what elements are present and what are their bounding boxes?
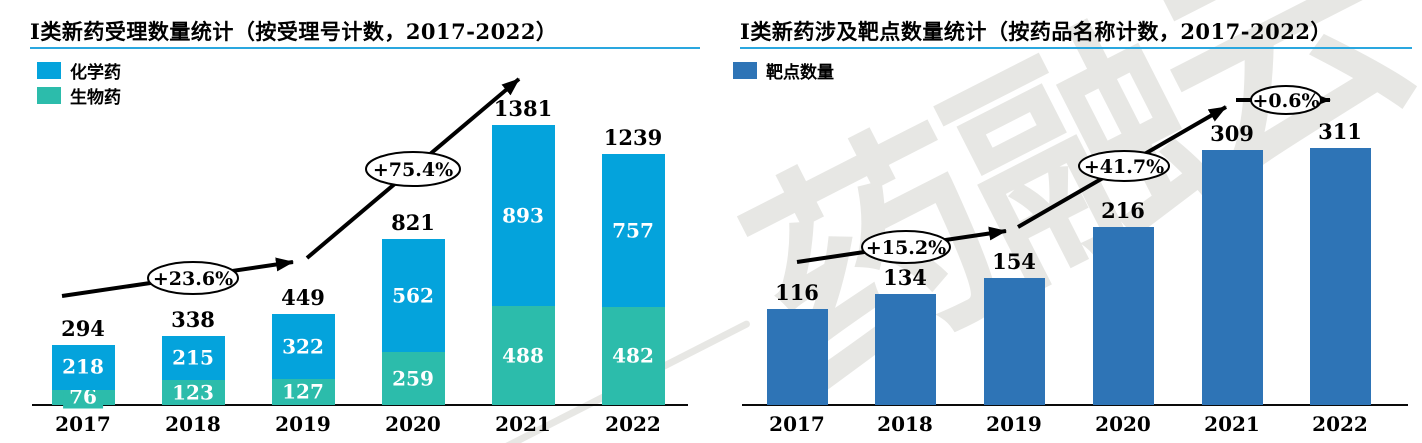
bar-total-label: 134 <box>883 265 927 291</box>
legend-label-chemical-drug: 化学药 <box>70 63 121 83</box>
bar-total-label: 338 <box>171 307 215 333</box>
x-tick-label: 2018 <box>165 412 221 436</box>
growth-arrow <box>61 257 294 298</box>
x-tick-label: 2019 <box>275 412 331 436</box>
growth-rate-label: +41.7% <box>1084 156 1164 178</box>
x-tick-label: 2017 <box>769 412 825 436</box>
bar-segment <box>1092 226 1154 405</box>
legend-item-biological-drug: 生物药 <box>37 83 121 108</box>
growth-rate-label: +15.2% <box>866 237 946 259</box>
legend-swatch-biological-drug <box>37 87 61 104</box>
growth-rate-badge <box>1078 150 1170 182</box>
bar-total-label: 1381 <box>493 96 553 121</box>
x-tick-label: 2021 <box>1204 412 1260 436</box>
x-tick-label: 2019 <box>986 412 1042 436</box>
x-tick-label: 2020 <box>385 412 441 436</box>
bar-segment <box>1309 148 1371 405</box>
x-tick-label: 2021 <box>495 412 551 436</box>
segment-value-label: 322 <box>276 335 330 359</box>
x-tick-label: 2022 <box>605 412 661 436</box>
growth-rate-badge <box>365 151 461 187</box>
right-x-axis <box>742 404 1408 406</box>
growth-rate-label: +23.6% <box>153 268 233 290</box>
growth-rate-badge <box>147 261 239 295</box>
legend-label-target-count: 靶点数量 <box>766 63 834 83</box>
segment-value-label: 127 <box>276 380 330 404</box>
bar-total-label: 294 <box>61 316 105 342</box>
x-tick-label: 2017 <box>55 412 111 436</box>
bar-total-label: 449 <box>281 284 325 310</box>
bar-segment <box>766 309 828 405</box>
left-x-axis <box>32 404 688 406</box>
x-tick-label: 2020 <box>1095 412 1151 436</box>
bar-segment <box>874 294 936 405</box>
segment-value-label: 76 <box>63 385 103 409</box>
growth-rate-label: +0.6% <box>1252 90 1319 112</box>
right-chart-title: I类新药涉及靶点数量统计（按药品名称计数，2017-2022） <box>740 19 1332 44</box>
growth-rate-label: +75.4% <box>373 159 453 181</box>
growth-arrow <box>796 226 1007 264</box>
segment-value-label: 488 <box>496 344 550 368</box>
legend-label-biological-drug: 生物药 <box>70 88 121 108</box>
x-tick-label: 2018 <box>877 412 933 436</box>
watermark-stroke <box>418 319 752 443</box>
segment-value-label: 215 <box>166 346 220 370</box>
bar-total-label: 311 <box>1318 119 1362 145</box>
segment-value-label: 757 <box>606 219 660 243</box>
segment-value-label: 562 <box>386 284 440 307</box>
bar-total-label: 309 <box>1210 121 1254 146</box>
bar-segment <box>983 277 1045 405</box>
x-tick-label: 2022 <box>1312 412 1368 436</box>
right-title-underline <box>740 47 1412 49</box>
legend-item-target-count: 靶点数量 <box>733 58 834 83</box>
left-chart-title: I类新药受理数量统计（按受理号计数，2017-2022） <box>30 19 558 44</box>
segment-value-label: 259 <box>386 367 440 391</box>
bar-total-label: 821 <box>391 209 435 235</box>
segment-value-label: 482 <box>606 344 660 368</box>
legend-item-chemical-drug: 化学药 <box>37 58 121 83</box>
segment-value-label: 893 <box>496 204 550 228</box>
segment-value-label: 218 <box>56 355 110 379</box>
left-title-underline <box>30 47 700 49</box>
bar-total-label: 116 <box>775 280 819 306</box>
segment-value-label: 123 <box>166 381 220 405</box>
legend-swatch-target-count <box>733 62 757 79</box>
bar-total-label: 216 <box>1101 197 1145 223</box>
growth-rate-badge <box>861 230 951 264</box>
bar-segment <box>1201 150 1263 405</box>
bar-total-label: 1239 <box>603 124 663 150</box>
growth-rate-badge <box>1250 85 1322 115</box>
bar-total-label: 154 <box>992 248 1036 274</box>
legend-swatch-chemical-drug <box>37 62 61 79</box>
